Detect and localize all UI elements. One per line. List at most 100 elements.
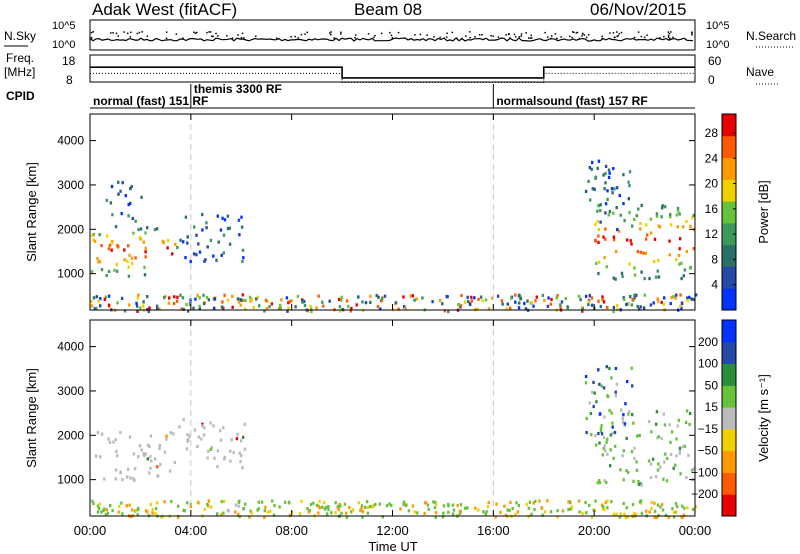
scatter-cell (627, 180, 630, 184)
scatter-cell (549, 510, 553, 514)
scatter-cell (451, 503, 455, 507)
noise-dot (461, 37, 463, 40)
scatter-cell (415, 297, 418, 301)
scatter-cell (146, 510, 149, 514)
noise-dot (333, 37, 335, 39)
scatter-cell (609, 433, 613, 437)
scatter-cell (379, 307, 382, 311)
scatter-cell (623, 219, 626, 223)
scatter-cell (334, 511, 337, 515)
scatter-cell (599, 203, 602, 207)
scatter-cell (680, 301, 684, 306)
scatter-cell (451, 512, 455, 516)
freq-panel-frame (89, 54, 696, 83)
scatter-cell (609, 448, 612, 452)
scatter-cell (647, 420, 651, 424)
n-search-label: N.Search (746, 29, 796, 43)
scatter-cell (656, 297, 659, 301)
scatter-cell (168, 469, 172, 473)
scatter-cell (657, 435, 661, 439)
scatter-cell (533, 508, 536, 512)
scatter-cell (272, 513, 276, 517)
scatter-cell (610, 411, 613, 415)
scatter-cell (143, 453, 146, 458)
scatter-cell (466, 295, 469, 299)
scatter-cell (655, 410, 659, 414)
scatter-cell (608, 409, 611, 413)
scatter-cell (344, 511, 348, 515)
n-sky-tick-high: 10^5 (52, 20, 76, 32)
scatter-cell (662, 412, 665, 416)
scatter-cell (223, 455, 227, 459)
scatter-cell (105, 198, 108, 202)
scatter-cell (369, 300, 372, 304)
scatter-cell (597, 228, 600, 232)
noise-dot (520, 33, 523, 35)
noise-dot (587, 34, 590, 36)
scatter-cell (110, 184, 114, 189)
noise-dot (609, 32, 611, 34)
scatter-cell (687, 453, 690, 457)
noise-dot (465, 35, 467, 37)
noise-dot (573, 31, 575, 34)
scatter-cell (616, 307, 619, 311)
colorbar-segment (722, 320, 736, 343)
scatter-cell (653, 259, 656, 264)
scatter-cell (279, 303, 282, 307)
scatter-cell (474, 506, 477, 510)
scatter-cell (317, 294, 320, 298)
scatter-cell (464, 506, 467, 510)
scatter-cell (653, 509, 657, 513)
colorbar-tick-label: 28 (705, 126, 719, 140)
scatter-cell (110, 241, 113, 246)
scatter-cell (524, 307, 528, 311)
scatter-cell (635, 460, 638, 464)
nave-trace (90, 72, 695, 84)
scatter-cell (630, 366, 633, 370)
scatter-cell (643, 277, 646, 281)
noise-dot (583, 34, 586, 36)
scatter-cell (600, 424, 603, 428)
n-sky-tick-low: 10^0 (52, 39, 76, 51)
scatter-cell (650, 231, 653, 235)
scatter-cell (179, 238, 182, 242)
scatter-cell (616, 228, 619, 232)
scatter-cell (680, 277, 683, 281)
colorbar-tick-label: 50 (705, 378, 719, 392)
scatter-cell (127, 214, 130, 218)
noise-dot (391, 37, 394, 39)
scatter-cell (288, 300, 292, 304)
scatter-cell (479, 295, 483, 299)
scatter-cell (661, 204, 664, 208)
scatter-cell (509, 306, 512, 310)
scatter-cell (632, 421, 635, 425)
scatter-cell (617, 229, 621, 233)
scatter-cell (234, 503, 238, 507)
scatter-cell (623, 512, 626, 516)
noise-dot (643, 36, 646, 39)
noise-dot (136, 32, 139, 35)
scatter-cell (623, 297, 626, 302)
scatter-cell (609, 464, 612, 468)
scatter-cell (633, 273, 637, 277)
scatter-cell (120, 501, 123, 505)
scatter-cell (195, 253, 198, 257)
scatter-cell (116, 269, 119, 273)
scatter-cell (268, 305, 271, 309)
scatter-cell (649, 303, 653, 307)
scatter-cell (607, 168, 611, 172)
scatter-cell (543, 510, 547, 514)
scatter-cell (167, 301, 170, 305)
scatter-cell (241, 248, 245, 252)
scatter-cell (109, 504, 112, 508)
scatter-cell (156, 465, 159, 469)
noise-dot (290, 36, 292, 38)
scatter-cell (303, 299, 306, 304)
noise-dot (612, 32, 615, 34)
scatter-cell (686, 296, 689, 300)
scatter-cell (599, 427, 603, 431)
scatter-cell (146, 443, 150, 447)
noise-dot (355, 34, 357, 36)
scatter-cell (500, 299, 504, 303)
